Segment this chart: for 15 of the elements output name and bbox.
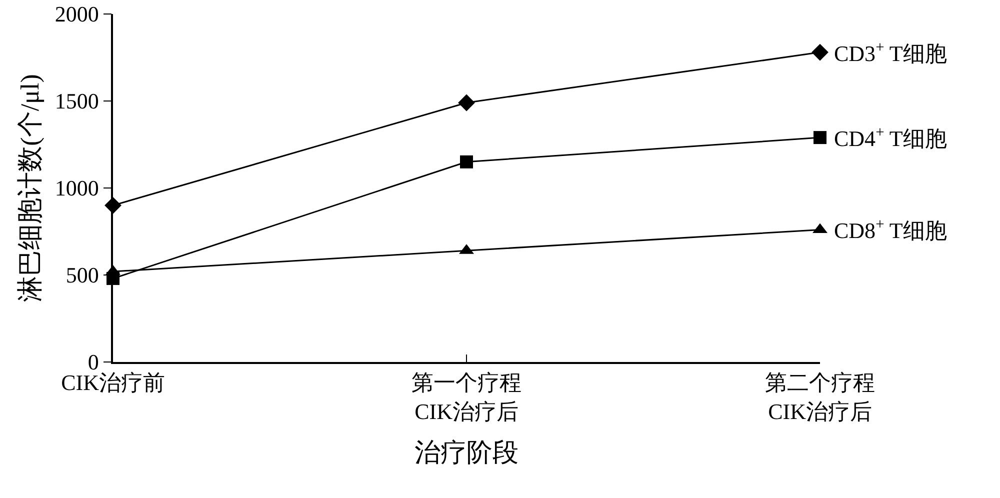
point <box>458 94 475 112</box>
x-tick-label: 第二个疗程 CIK治疗后 <box>765 370 875 424</box>
point <box>812 44 828 61</box>
y-axis-title: 淋巴细胞计数(个/μl) <box>16 74 45 302</box>
y-tick-label: 1500 <box>54 88 99 114</box>
x-axis-title: 治疗阶段 <box>414 438 518 467</box>
y-tick-label: 2000 <box>54 2 99 27</box>
y-tick-label: 1000 <box>54 176 99 201</box>
series-label: CD4$^{+}$ T细胞 <box>834 124 947 152</box>
x-tick-label: 第一个疗程 CIK治疗后 <box>412 370 522 424</box>
series-label: CD8$^{+}$ T细胞 <box>834 216 947 244</box>
series-label: CD3$^{+}$ T细胞 <box>834 39 947 66</box>
point <box>814 131 826 144</box>
point <box>460 155 473 168</box>
y-tick-label: 500 <box>66 262 99 288</box>
